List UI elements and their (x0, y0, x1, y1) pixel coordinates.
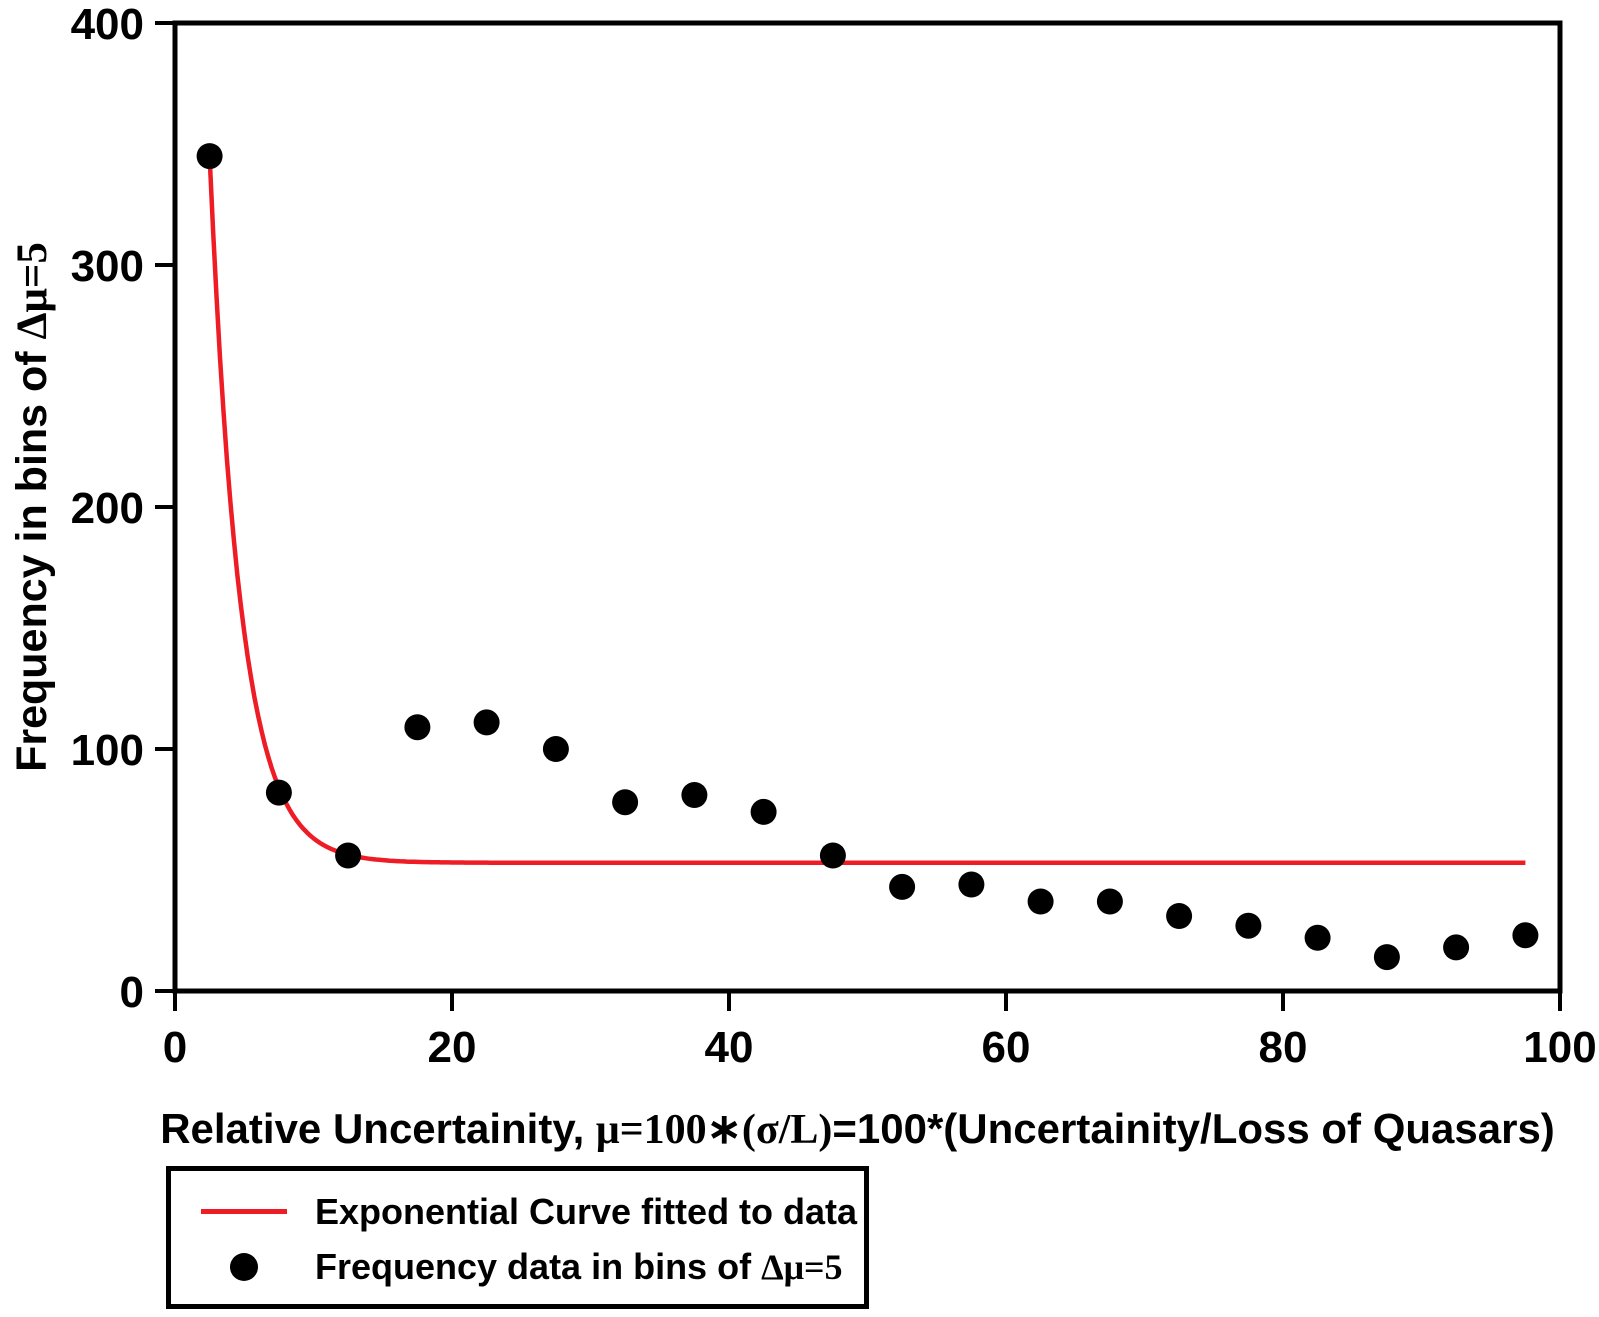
x-tick-label: 20 (428, 1023, 477, 1072)
data-point (819, 842, 846, 869)
data-point (542, 736, 569, 762)
data-point (1166, 903, 1193, 929)
legend-dot-swatch (201, 1252, 287, 1281)
x-axis-label-math: μ=100∗(σ/L) (595, 1107, 833, 1153)
legend-line-swatch (201, 1209, 287, 1214)
data-point (958, 871, 985, 898)
x-axis-label-text: Relative Uncertainity, (160, 1105, 596, 1152)
y-tick-label: 0 (120, 968, 144, 1017)
data-point (612, 789, 639, 816)
data-point (404, 714, 431, 741)
data-point (750, 798, 777, 825)
x-tick-label: 80 (1259, 1023, 1308, 1072)
y-tick-label: 100 (71, 726, 144, 775)
legend-points-label-text: Frequency data in bins of (315, 1245, 762, 1287)
data-point (1373, 944, 1400, 971)
x-axis-label: Relative Uncertainity, μ=100∗(σ/L)=100*(… (135, 1104, 1580, 1158)
fit-curve (207, 155, 1526, 865)
black-dot-icon (230, 1252, 258, 1281)
data-point (1096, 888, 1123, 915)
data-point (1304, 924, 1331, 951)
y-axis-label-math: Δμ=5 (9, 242, 56, 340)
legend-row-points: Frequency data in bins of Δμ=5 (171, 1239, 864, 1294)
legend-curve-label: Exponential Curve fitted to data (315, 1190, 858, 1232)
data-point (889, 873, 916, 900)
x-tick-label: 0 (163, 1023, 187, 1072)
x-tick-label: 60 (982, 1023, 1031, 1072)
y-tick-label: 400 (71, 0, 144, 49)
data-point (196, 143, 223, 170)
data-point (1443, 934, 1470, 961)
y-tick-label: 300 (71, 242, 144, 291)
y-axis-label-text: Frequency in bins of (8, 339, 56, 772)
x-tick-label: 40 (705, 1023, 754, 1072)
data-point (473, 709, 500, 736)
legend: Exponential Curve fitted to data Frequen… (166, 1166, 869, 1309)
y-axis-label: Frequency in bins of Δμ=5 (2, 23, 62, 991)
plot-border (172, 20, 1563, 994)
data-point (335, 842, 362, 869)
data-point (681, 782, 708, 808)
legend-row-curve: Exponential Curve fitted to data (171, 1184, 864, 1239)
red-curve-icon (201, 1209, 287, 1214)
x-tick-label: 100 (1523, 1023, 1596, 1072)
y-tick-label: 200 (71, 484, 144, 533)
x-axis-label-text2: =100*(Uncertainity/Loss of Quasars) (832, 1105, 1555, 1152)
legend-points-label: Frequency data in bins of Δμ=5 (315, 1246, 843, 1288)
data-point (265, 779, 292, 806)
data-point (1512, 922, 1539, 949)
data-point (1235, 912, 1262, 939)
data-point (1027, 888, 1054, 915)
legend-points-label-math: Δμ=5 (761, 1246, 843, 1287)
